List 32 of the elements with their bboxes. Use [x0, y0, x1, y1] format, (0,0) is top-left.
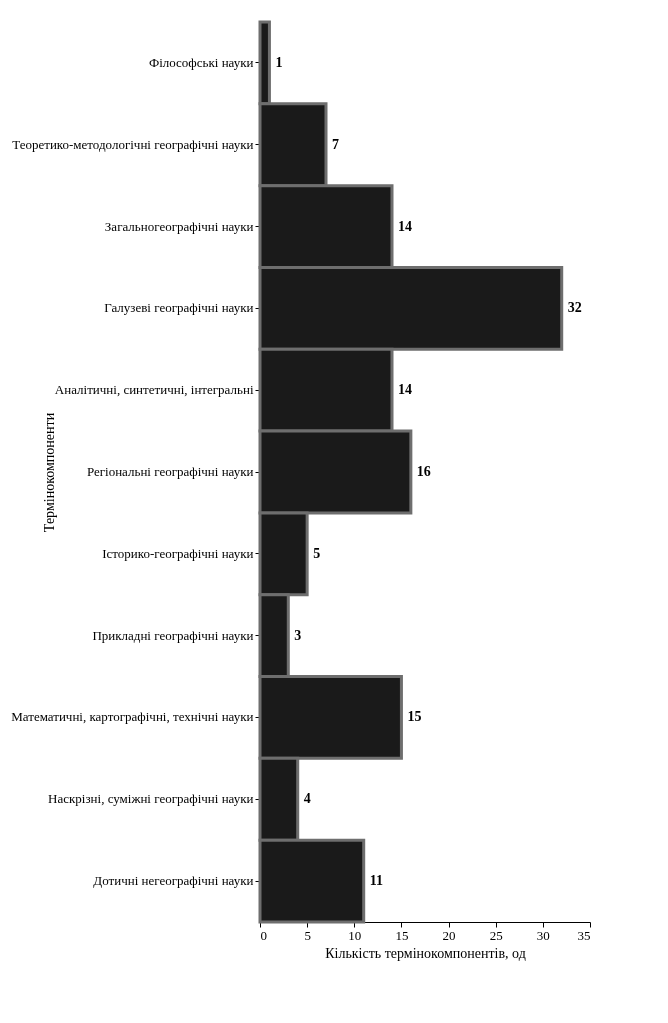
y-tick-label: Галузеві географічні науки [104, 300, 254, 316]
y-tick-label: Регіональні географічні науки [86, 464, 254, 479]
x-tick-label: 25 [489, 927, 503, 943]
y-tick-label: Прикладні географічні науки [92, 627, 254, 643]
x-tick-label: 5 [304, 927, 311, 943]
x-tick-label: 30 [536, 927, 550, 943]
x-tick-label: 20 [442, 927, 456, 943]
x-tick-label: 10 [348, 927, 362, 943]
x-tick-label: 15 [395, 927, 409, 943]
y-tick-label: Дотичні негеографічні науки [93, 873, 254, 889]
y-tick-label: Історико-географічні науки [102, 545, 254, 561]
data-label: 5 [313, 545, 321, 561]
data-label: 11 [369, 873, 383, 889]
data-label: 7 [332, 136, 339, 152]
x-tick-label: 35 [577, 927, 591, 943]
data-label: 1 [275, 54, 283, 70]
data-label: 32 [567, 300, 582, 316]
data-label: 16 [416, 464, 431, 479]
y-tick-label: Наскрізні, суміжні географічні науки [48, 791, 254, 807]
x-tick-label: 0 [260, 927, 267, 943]
data-label: 4 [303, 791, 311, 807]
data-label: 3 [294, 627, 302, 643]
x-axis-title: Кількість термінокомпонентів, од [325, 945, 526, 961]
y-tick-label: Філософські науки [148, 54, 254, 70]
data-label: 14 [398, 218, 412, 234]
y-tick-label: Аналітичні, синтетичні, інтегральні [54, 382, 254, 398]
y-tick-label: Математичні, картографічні, технічні науки [11, 709, 254, 725]
y-axis-title: Термінокомпоненти [41, 412, 57, 533]
y-tick-label: Загальногеографічні науки [104, 218, 254, 234]
data-label: 15 [407, 709, 422, 725]
y-tick-label: Теоретико-методологічні географічні науки [12, 136, 254, 152]
data-label: 14 [398, 382, 412, 398]
